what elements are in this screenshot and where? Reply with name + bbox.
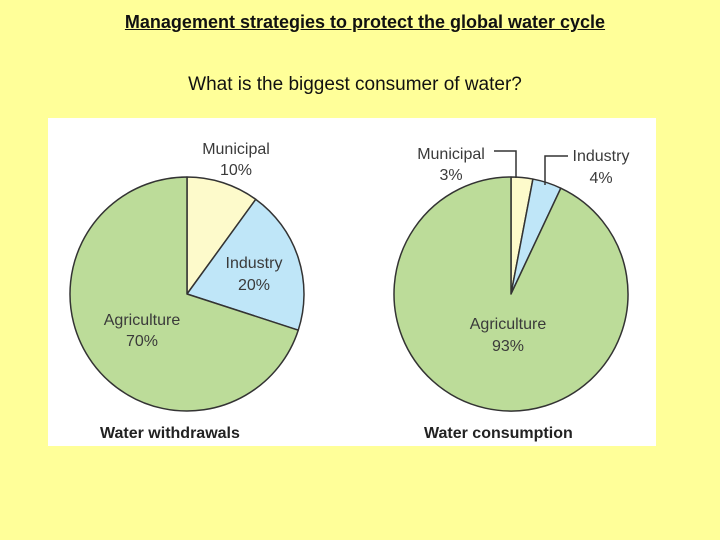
withdrawals-agriculture-value: 70% — [126, 333, 158, 350]
slide-question: What is the biggest consumer of water? — [188, 74, 522, 95]
withdrawals-slice-agriculture — [69, 176, 300, 412]
withdrawals-municipal-label: Municipal — [202, 141, 270, 158]
withdrawals-pie — [69, 176, 305, 412]
pie-charts-figure: Municipal 10% Industry 20% Agriculture 7… — [48, 118, 656, 446]
consumption-industry-value: 4% — [589, 170, 612, 187]
consumption-caption: Water consumption — [424, 425, 573, 442]
consumption-pie — [393, 176, 629, 412]
withdrawals-agriculture-label: Agriculture — [104, 312, 181, 329]
consumption-agriculture-label: Agriculture — [470, 316, 547, 333]
consumption-municipal-leader — [494, 150, 517, 178]
withdrawals-slice-municipal — [186, 176, 257, 295]
slide-title: Management strategies to protect the glo… — [124, 12, 606, 32]
consumption-agriculture-value: 93% — [492, 338, 524, 355]
withdrawals-slice-industry — [186, 198, 305, 331]
withdrawals-industry-value: 20% — [238, 277, 270, 294]
consumption-municipal-value: 3% — [439, 167, 462, 184]
withdrawals-industry-label: Industry — [226, 255, 283, 272]
consumption-municipal-label: Municipal — [417, 146, 485, 163]
withdrawals-municipal-value: 10% — [220, 162, 252, 179]
withdrawals-caption: Water withdrawals — [100, 425, 240, 442]
consumption-industry-leader — [544, 155, 568, 185]
consumption-slice-agriculture — [393, 176, 629, 412]
consumption-industry-label: Industry — [573, 148, 630, 165]
pie-charts-svg: Municipal 10% Industry 20% Agriculture 7… — [69, 141, 630, 442]
